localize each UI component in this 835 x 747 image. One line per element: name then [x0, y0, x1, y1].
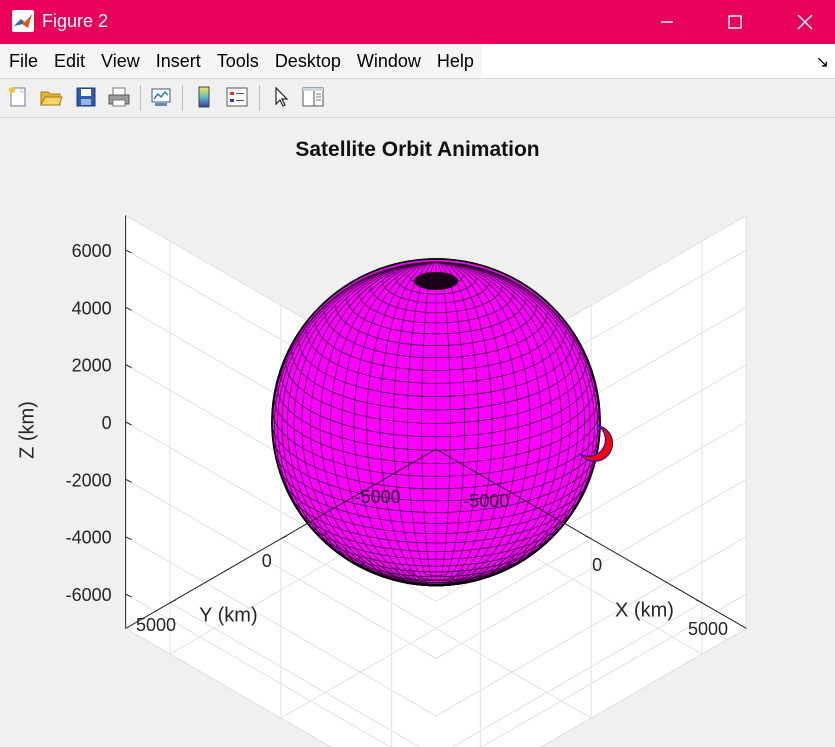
close-button[interactable] — [782, 0, 828, 44]
latitude-line — [395, 277, 477, 295]
z-tick-mark — [125, 478, 132, 483]
z-tick-mark — [125, 593, 132, 598]
z-tick-label: 4000 — [72, 298, 112, 318]
sphere-outline — [271, 258, 601, 586]
grid-line-z — [125, 478, 747, 660]
colorbar-icon[interactable] — [190, 83, 218, 111]
z-tick-label: 0 — [102, 413, 112, 433]
title-bar: Figure 2 — [0, 0, 835, 44]
latitude-line — [291, 351, 581, 411]
menu-edit[interactable]: Edit — [54, 51, 86, 71]
new-figure-icon[interactable] — [4, 83, 32, 111]
latitude-line — [345, 297, 527, 335]
latitude-line — [280, 373, 592, 438]
legend-icon[interactable] — [223, 83, 251, 111]
x-tick-label: -5000 — [463, 491, 509, 511]
axis-ticks: -6000 -4000 -2000 0 2000 4000 6000 -5000 0 5000 -5… — [17, 215, 747, 639]
y-tick-mark — [391, 471, 398, 476]
link-plot-icon[interactable] — [147, 83, 175, 111]
z-tick-label: -6000 — [66, 585, 112, 605]
latitude-line — [314, 321, 558, 371]
z-tick-label: -4000 — [66, 528, 112, 548]
latitude-line — [272, 434, 600, 502]
x-tick-mark — [695, 599, 703, 604]
latitude-line — [271, 421, 601, 490]
figure-toolbar — [0, 79, 835, 118]
latitude-line — [285, 481, 587, 544]
minimize-icon — [661, 21, 673, 23]
print-icon[interactable] — [105, 83, 133, 111]
satellite-marker — [579, 425, 614, 462]
close-icon — [797, 14, 813, 30]
y-tick-mark — [169, 599, 177, 604]
grid-line-z — [125, 421, 747, 602]
latitude-line — [298, 503, 574, 560]
menu-help[interactable]: Help — [436, 51, 474, 71]
plot-tools-icon[interactable] — [299, 83, 327, 111]
z-tick-mark — [125, 536, 132, 541]
grid-line-z — [125, 593, 747, 747]
menu-bar: File Edit View Insert Tools Desktop Wind… — [0, 44, 835, 79]
menu-view[interactable]: View — [101, 51, 140, 71]
x-tick-label: 0 — [592, 555, 602, 575]
z-tick-mark — [125, 306, 132, 311]
maximize-icon — [728, 15, 742, 29]
latitude-line — [273, 397, 599, 464]
latitude-line — [280, 470, 592, 534]
matlab-logo-icon — [12, 10, 34, 32]
window-title: Figure 2 — [42, 11, 109, 31]
toolbar-separator — [259, 85, 260, 111]
latitude-line — [276, 458, 596, 524]
toolbar-separator — [182, 85, 183, 111]
z-tick-label: 6000 — [72, 241, 112, 261]
maximize-button[interactable] — [712, 0, 758, 44]
latitude-line — [273, 446, 599, 513]
y-tick-mark — [280, 535, 288, 540]
z-axis-label: Z (km) — [17, 401, 39, 459]
y-axis-label: Y (km) — [199, 604, 258, 626]
z-tick-mark — [125, 249, 132, 254]
z-tick-mark — [125, 364, 132, 369]
latitude-line — [276, 385, 596, 451]
menu-window[interactable]: Window — [356, 51, 421, 71]
select-arrow-icon[interactable] — [267, 83, 295, 111]
z-tick-label: -2000 — [66, 470, 112, 490]
latitude-line — [306, 330, 566, 384]
z-tick-mark — [125, 421, 132, 426]
x-tick-label: 5000 — [688, 619, 728, 639]
latitude-line — [272, 409, 600, 477]
open-file-icon[interactable] — [37, 83, 65, 111]
menu-file[interactable]: File — [9, 51, 39, 71]
north-pole-cap — [414, 272, 458, 290]
x-tick-mark — [474, 471, 481, 476]
minimize-button[interactable] — [644, 0, 690, 44]
latitude-line — [382, 281, 490, 304]
toolbar-separator — [140, 85, 141, 111]
menu-desktop[interactable]: Desktop — [274, 51, 341, 71]
menu-tools[interactable]: Tools — [216, 51, 259, 71]
x-tick-mark — [584, 535, 592, 540]
dock-figure-icon[interactable]: ↘ — [815, 54, 829, 71]
latitude-line — [298, 340, 574, 397]
figure-canvas: Satellite Orbit Animation -6000 -4000 -200… — [0, 118, 835, 747]
latitude-line — [334, 304, 538, 346]
satellite-icon — [579, 425, 614, 462]
axes-3d[interactable]: -6000 -4000 -2000 0 2000 4000 6000 -5000 0 5000 -5… — [0, 118, 835, 747]
latitude-line — [324, 312, 548, 359]
earth-sphere — [271, 258, 601, 587]
x-axis-label: X (km) — [615, 600, 674, 622]
axes-grid — [124, 214, 748, 747]
menu-insert[interactable]: Insert — [155, 51, 201, 71]
latitude-line — [422, 570, 450, 577]
plot-title: Satellite Orbit Animation — [295, 138, 540, 161]
z-tick-label: 2000 — [72, 356, 112, 376]
y-tick-label: 5000 — [136, 615, 176, 635]
y-tick-label: -5000 — [355, 487, 401, 507]
y-tick-label: 0 — [262, 551, 272, 571]
latitude-line — [408, 568, 464, 581]
latitude-line — [285, 362, 587, 424]
grid-line-z — [125, 536, 747, 717]
save-icon[interactable] — [72, 83, 100, 111]
latitude-line — [357, 291, 515, 324]
